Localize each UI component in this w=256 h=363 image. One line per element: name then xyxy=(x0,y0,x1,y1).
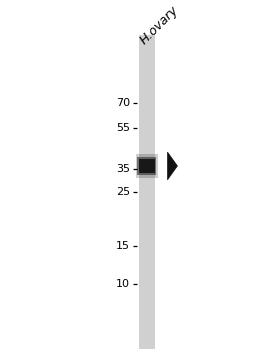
Bar xyxy=(139,35,155,349)
Text: H.ovary: H.ovary xyxy=(138,4,181,48)
Text: 35: 35 xyxy=(116,164,130,175)
Text: 70: 70 xyxy=(116,98,130,108)
Text: 25: 25 xyxy=(116,187,130,197)
Text: 10: 10 xyxy=(116,280,130,289)
Bar xyxy=(137,156,156,175)
Text: 15: 15 xyxy=(116,241,130,251)
Bar xyxy=(139,159,155,172)
Polygon shape xyxy=(168,152,177,180)
Bar xyxy=(136,154,158,178)
Text: 55: 55 xyxy=(116,123,130,132)
